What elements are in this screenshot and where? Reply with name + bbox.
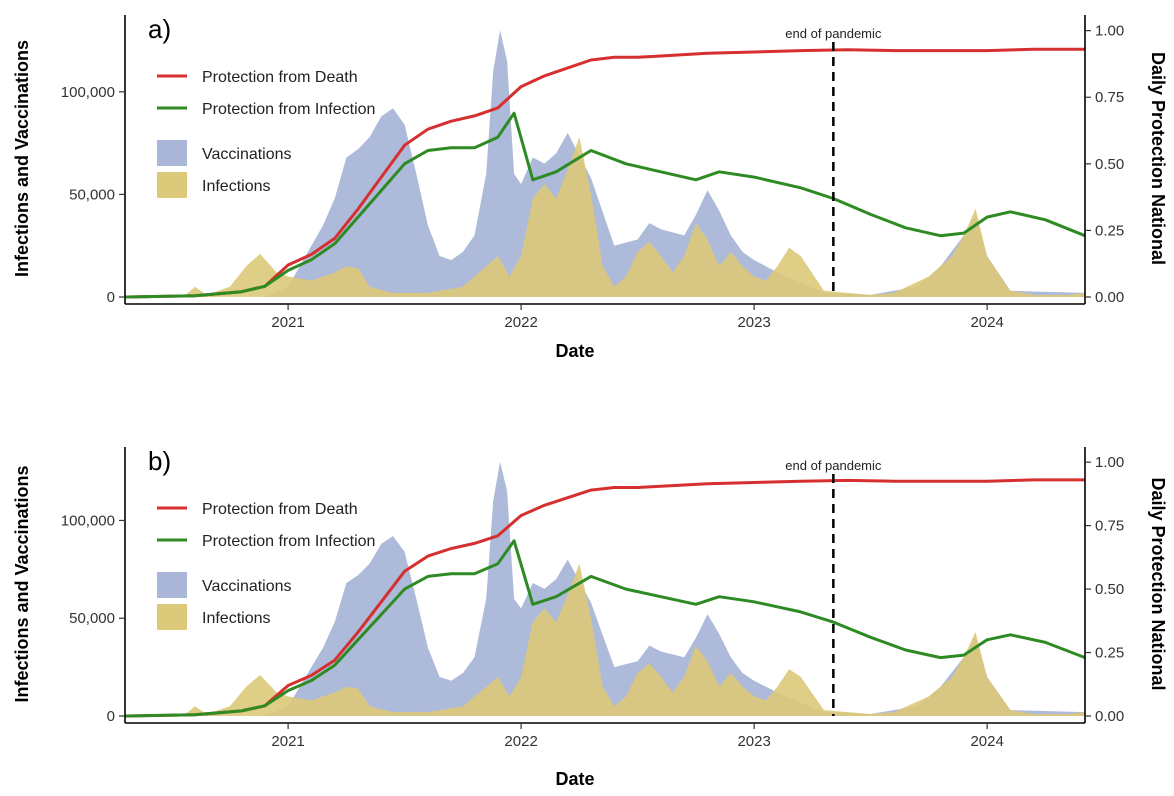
x-axis-title: Date: [555, 769, 594, 789]
x-axis-title: Date: [555, 341, 594, 361]
legend-swatch-vaccinations: [157, 572, 187, 598]
panel-b: end of pandemic 2021 2022 2023 2024 0 50,000 10…: [12, 446, 1168, 789]
end-of-pandemic-label: end of pandemic: [785, 458, 882, 473]
y-tick-label: 100,000: [61, 84, 115, 101]
legend-swatch-infections: [157, 604, 187, 630]
y2-tick-label: 0.75: [1095, 89, 1124, 106]
x-tick-label: 2023: [737, 733, 770, 750]
y-tick-label: 50,000: [69, 186, 115, 203]
y2-tick-label: 0.00: [1095, 289, 1124, 306]
y-axis-title: Infections and Vaccinations: [12, 40, 32, 277]
legend-label-protection-from-infection: Protection from Infection: [202, 101, 375, 118]
legend-label-infections: Infections: [202, 610, 270, 627]
line-protection-from-infection: [124, 539, 1086, 718]
y2-tick-label: 0.50: [1095, 156, 1124, 173]
y-tick-label: 50,000: [69, 610, 115, 627]
area-vaccinations: [125, 30, 1085, 298]
y2-tick-label: 0.00: [1095, 708, 1124, 725]
legend-label-vaccinations: Vaccinations: [202, 578, 292, 595]
line-protection-from-death: [124, 47, 1085, 299]
y2-tick-label: 0.25: [1095, 645, 1124, 662]
line-protection-from-infection: [124, 111, 1086, 299]
y2-tick-label: 1.00: [1095, 454, 1124, 471]
x-tick-label: 2022: [504, 733, 537, 750]
y-tick-label: 0: [107, 289, 115, 306]
panel-a: end of pandemic 2021 2022 2023 2024 0 50,000 10…: [12, 14, 1168, 361]
legend-label-protection-from-infection: Protection from Infection: [202, 533, 375, 550]
legend-label-infections: Infections: [202, 178, 270, 195]
y-tick-label: 100,000: [61, 512, 115, 529]
legend-swatch-vaccinations: [157, 140, 187, 166]
y2-tick-label: 0.50: [1095, 581, 1124, 598]
x-tick-label: 2023: [737, 314, 770, 331]
line-protection-from-death: [124, 478, 1085, 718]
legend-label-vaccinations: Vaccinations: [202, 146, 292, 163]
end-of-pandemic-label: end of pandemic: [785, 26, 882, 41]
panel-label: a): [148, 14, 171, 44]
area-infections: [125, 137, 1085, 297]
legend-swatch-infections: [157, 172, 187, 198]
legend-label-protection-from-death: Protection from Death: [202, 501, 358, 518]
y2-tick-label: 0.25: [1095, 222, 1124, 239]
x-tick-label: 2022: [504, 314, 537, 331]
x-tick-label: 2024: [970, 314, 1003, 331]
x-tick-label: 2024: [970, 733, 1003, 750]
area-infections: [125, 563, 1085, 716]
x-tick-label: 2021: [271, 314, 304, 331]
panel-label: b): [148, 446, 171, 476]
x-tick-label: 2021: [271, 733, 304, 750]
y2-tick-label: 1.00: [1095, 23, 1124, 40]
y2-axis-title: Daily Protection National: [1148, 52, 1168, 265]
y2-tick-label: 0.75: [1095, 518, 1124, 535]
legend-label-protection-from-death: Protection from Death: [202, 69, 358, 86]
area-vaccinations: [125, 461, 1085, 716]
y-tick-label: 0: [107, 708, 115, 725]
y2-axis-title: Daily Protection National: [1148, 477, 1168, 690]
y-axis-title: Infections and Vaccinations: [12, 465, 32, 702]
